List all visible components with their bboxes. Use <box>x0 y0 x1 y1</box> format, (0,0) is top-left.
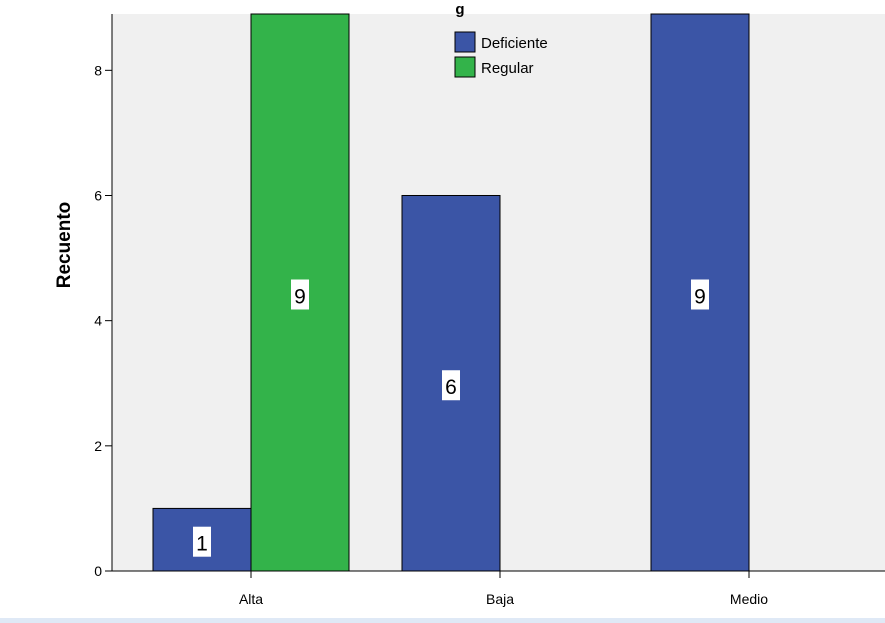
legend-label-deficiente: Deficiente <box>481 35 548 52</box>
x-tick-label: Baja <box>486 591 514 607</box>
legend-label-regular: Regular <box>481 60 534 77</box>
legend-title: g <box>455 1 464 18</box>
y-tick-label: 8 <box>94 62 102 78</box>
bars <box>152 13 750 572</box>
y-tick-label: 4 <box>94 313 102 329</box>
y-axis-title: Recuento <box>54 202 75 289</box>
y-tick-label: 2 <box>94 438 102 454</box>
data-label-box <box>691 279 709 310</box>
y-tick-label: 6 <box>94 187 102 203</box>
legend-swatch-deficiente <box>454 31 476 53</box>
y-axis-title-group: Recuento <box>54 202 75 289</box>
legend: g Deficiente Regular <box>454 1 548 78</box>
data-label: 1 <box>196 533 208 556</box>
data-label: 9 <box>694 286 706 309</box>
x-tick-label: Medio <box>730 591 768 607</box>
data-label: 6 <box>445 376 457 399</box>
data-label-box <box>442 370 460 401</box>
data-label-box <box>291 279 309 310</box>
data-label-box <box>193 526 211 557</box>
x-tick-label: Alta <box>239 591 263 607</box>
data-label: 9 <box>294 286 306 309</box>
y-tick-label: 0 <box>94 563 102 579</box>
legend-swatch-regular <box>454 56 476 78</box>
